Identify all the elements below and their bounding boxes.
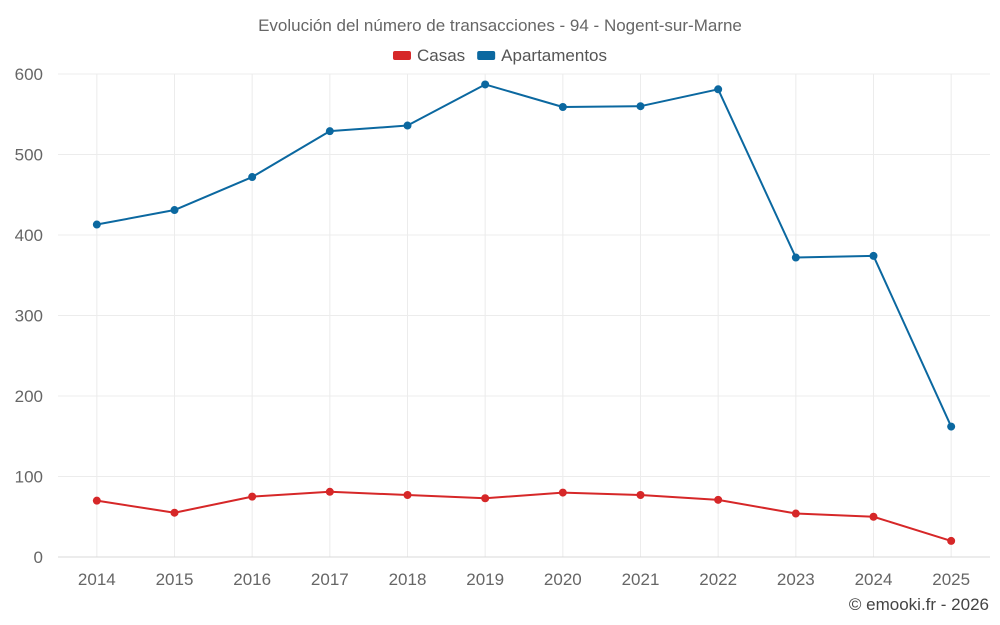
data-point-casas[interactable] <box>869 512 878 521</box>
data-point-apartamentos[interactable] <box>325 127 334 136</box>
x-tick-label: 2020 <box>544 570 582 589</box>
y-tick-label: 400 <box>15 226 43 245</box>
data-point-apartamentos[interactable] <box>403 121 412 130</box>
y-tick-label: 600 <box>15 65 43 84</box>
x-tick-label: 2015 <box>156 570 194 589</box>
data-point-casas[interactable] <box>170 508 179 517</box>
data-point-apartamentos[interactable] <box>791 253 800 262</box>
data-point-casas[interactable] <box>403 491 412 500</box>
data-point-casas[interactable] <box>325 487 334 496</box>
x-tick-label: 2021 <box>622 570 660 589</box>
data-point-apartamentos[interactable] <box>248 173 257 182</box>
x-tick-label: 2018 <box>389 570 427 589</box>
data-point-apartamentos[interactable] <box>558 103 567 112</box>
data-point-apartamentos[interactable] <box>869 251 878 260</box>
x-tick-label: 2016 <box>233 570 271 589</box>
x-tick-label: 2024 <box>855 570 893 589</box>
series-casas <box>92 487 956 545</box>
series-line-apartamentos <box>96 83 953 428</box>
legend-label: Apartamentos <box>501 46 607 65</box>
legend-label: Casas <box>417 46 465 65</box>
data-point-casas[interactable] <box>558 488 567 497</box>
data-point-casas[interactable] <box>248 492 257 501</box>
data-point-casas[interactable] <box>947 536 956 545</box>
x-tick-label: 2017 <box>311 570 349 589</box>
data-point-apartamentos[interactable] <box>170 206 179 215</box>
chart-title: Evolución del número de transacciones - … <box>258 16 742 35</box>
data-point-casas[interactable] <box>636 491 645 500</box>
series-line-casas <box>96 490 952 542</box>
data-point-apartamentos[interactable] <box>947 422 956 431</box>
legend-swatch <box>477 51 496 60</box>
y-tick-label: 300 <box>15 307 43 326</box>
legend-item-apartamentos[interactable]: Apartamentos <box>477 46 607 65</box>
axes: 0 100 200 300 400 500 600 2014 2015 2016 2017 2018 2… <box>15 65 990 589</box>
credit-text: © emooki.fr - 2026 <box>849 595 989 614</box>
data-point-casas[interactable] <box>714 495 723 504</box>
x-tick-label: 2025 <box>932 570 970 589</box>
y-tick-label: 200 <box>15 387 43 406</box>
legend-item-casas[interactable]: Casas <box>392 46 465 65</box>
data-point-apartamentos[interactable] <box>92 220 101 229</box>
grid <box>58 73 990 557</box>
data-point-casas[interactable] <box>481 494 490 503</box>
series-apartamentos <box>92 80 956 431</box>
y-tick-label: 500 <box>15 146 43 165</box>
x-tick-label: 2019 <box>466 570 504 589</box>
series-layer <box>92 80 956 545</box>
data-point-apartamentos[interactable] <box>636 102 645 111</box>
data-point-casas[interactable] <box>92 496 101 505</box>
y-tick-label: 100 <box>15 468 43 487</box>
data-point-apartamentos[interactable] <box>481 80 490 89</box>
legend-swatch <box>392 51 411 60</box>
y-tick-label: 0 <box>34 548 43 567</box>
data-point-casas[interactable] <box>791 509 800 518</box>
x-tick-label: 2023 <box>777 570 815 589</box>
data-point-apartamentos[interactable] <box>714 85 723 94</box>
x-tick-label: 2014 <box>78 570 116 589</box>
x-tick-label: 2022 <box>699 570 737 589</box>
legend: Casas Apartamentos <box>392 46 607 65</box>
